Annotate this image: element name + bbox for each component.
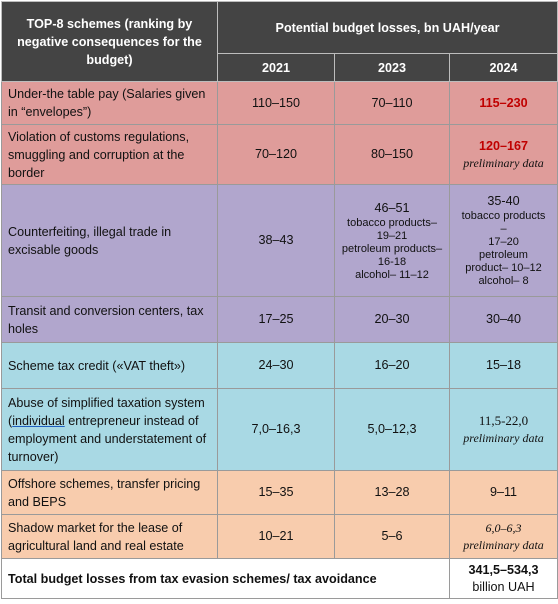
- table-row: Under-the table pay (Salaries given in “…: [1, 81, 558, 125]
- scheme-name: Offshore schemes, transfer pricing and B…: [1, 470, 218, 515]
- total-unit: billion UAH: [472, 579, 535, 594]
- value-2024: 6,0–6,3 preliminary data: [448, 514, 558, 559]
- total-label: Total budget losses from tax evasion sch…: [1, 558, 450, 599]
- detail-line: –: [500, 223, 507, 235]
- value-2021: 7,0–16,3: [217, 388, 335, 471]
- detail-line: tobacco products: [461, 210, 546, 222]
- scheme-name: Abuse of simplified taxation system (ind…: [1, 388, 218, 471]
- preliminary-note: preliminary data: [463, 155, 544, 170]
- detail-line: alcohol– 8: [478, 275, 529, 287]
- losses-header: Potential budget losses, bn UAH/year: [216, 1, 558, 54]
- preliminary-note: preliminary data: [463, 537, 544, 552]
- detail-line: petroleum: [479, 249, 528, 261]
- preliminary-note: preliminary data: [463, 431, 544, 445]
- value-2024: 15–18: [448, 342, 558, 389]
- table-row: Shadow market for the lease of agricultu…: [1, 514, 558, 559]
- schemes-header: TOP-8 schemes (ranking by negative conse…: [1, 1, 218, 82]
- total-value: 341,5–534,3 billion UAH: [448, 558, 558, 599]
- detail-line: 16-18: [377, 255, 407, 268]
- value-2024: 120–167 preliminary data: [448, 124, 558, 185]
- value-2021: 10–21: [217, 514, 335, 559]
- value-2024: 11,5-22,0 preliminary data: [448, 388, 558, 471]
- scheme-name: Shadow market for the lease of agricultu…: [1, 514, 218, 559]
- value-2023: 20–30: [334, 296, 450, 343]
- value-2023: 70–110: [334, 81, 450, 125]
- value-2021: 24–30: [217, 342, 335, 389]
- value-2021: 38–43: [217, 184, 335, 297]
- value-2024: 115–230: [448, 81, 558, 125]
- year-2024-header: 2024: [448, 53, 558, 82]
- scheme-name: Scheme tax credit («VAT theft»): [1, 342, 218, 389]
- value-2023: 46–51 tobacco products– 19–21 petroleum …: [334, 184, 450, 297]
- detail-line: petroleum products–: [341, 242, 443, 255]
- value-2021: 15–35: [217, 470, 335, 515]
- year-2021-header: 2021: [217, 53, 335, 82]
- table-row: Violation of customs regulations, smuggl…: [1, 124, 558, 185]
- scheme-name-part: Abuse of simplified taxation system (: [8, 395, 205, 428]
- value-2023: 16–20: [334, 342, 450, 389]
- detail-line: 17–20: [488, 236, 519, 248]
- value-2021: 70–120: [217, 124, 335, 185]
- total-row: Total budget losses from tax evasion sch…: [1, 558, 558, 599]
- value-2024-main: 11,5-22,0: [478, 413, 529, 428]
- table-row: Scheme tax credit («VAT theft») 24–30 16…: [1, 342, 558, 389]
- total-amount: 341,5–534,3: [468, 562, 539, 577]
- detail-line: tobacco products–: [347, 216, 437, 229]
- value-2023: 5–6: [334, 514, 450, 559]
- scheme-name: Counterfeiting, illegal trade in excisab…: [1, 184, 218, 297]
- detail-line: product– 10–12: [465, 262, 542, 274]
- value-2023: 5,0–12,3: [334, 388, 450, 471]
- scheme-name: Transit and conversion centers, tax hole…: [1, 296, 218, 343]
- table-row: Transit and conversion centers, tax hole…: [1, 296, 558, 343]
- table-row: Counterfeiting, illegal trade in excisab…: [1, 184, 558, 297]
- scheme-name-underlined: individual: [12, 413, 65, 428]
- value-2021: 110–150: [217, 81, 335, 125]
- value-2023-main: 46–51: [374, 200, 410, 215]
- value-2024: 35-40 tobacco products – 17–20 petroleum…: [448, 184, 558, 297]
- value-2023: 80–150: [334, 124, 450, 185]
- value-2024: 30–40: [448, 296, 558, 343]
- value-2021: 17–25: [217, 296, 335, 343]
- scheme-name-part: entrepreneur instead of employment and u…: [8, 413, 207, 464]
- detail-line: 19–21: [376, 229, 408, 242]
- detail-line: alcohol– 11–12: [355, 268, 429, 281]
- value-2024-main: 35-40: [487, 194, 520, 208]
- value-2024-main: 6,0–6,3: [485, 520, 522, 535]
- value-2023: 13–28: [334, 470, 450, 515]
- value-2024: 9–11: [448, 470, 558, 515]
- scheme-name: Violation of customs regulations, smuggl…: [1, 124, 218, 185]
- scheme-name: Under-the table pay (Salaries given in “…: [1, 81, 218, 125]
- value-2024-main: 120–167: [479, 138, 529, 153]
- table-row: Abuse of simplified taxation system (ind…: [1, 388, 558, 471]
- year-2023-header: 2023: [334, 53, 450, 82]
- table-row: Offshore schemes, transfer pricing and B…: [1, 470, 558, 515]
